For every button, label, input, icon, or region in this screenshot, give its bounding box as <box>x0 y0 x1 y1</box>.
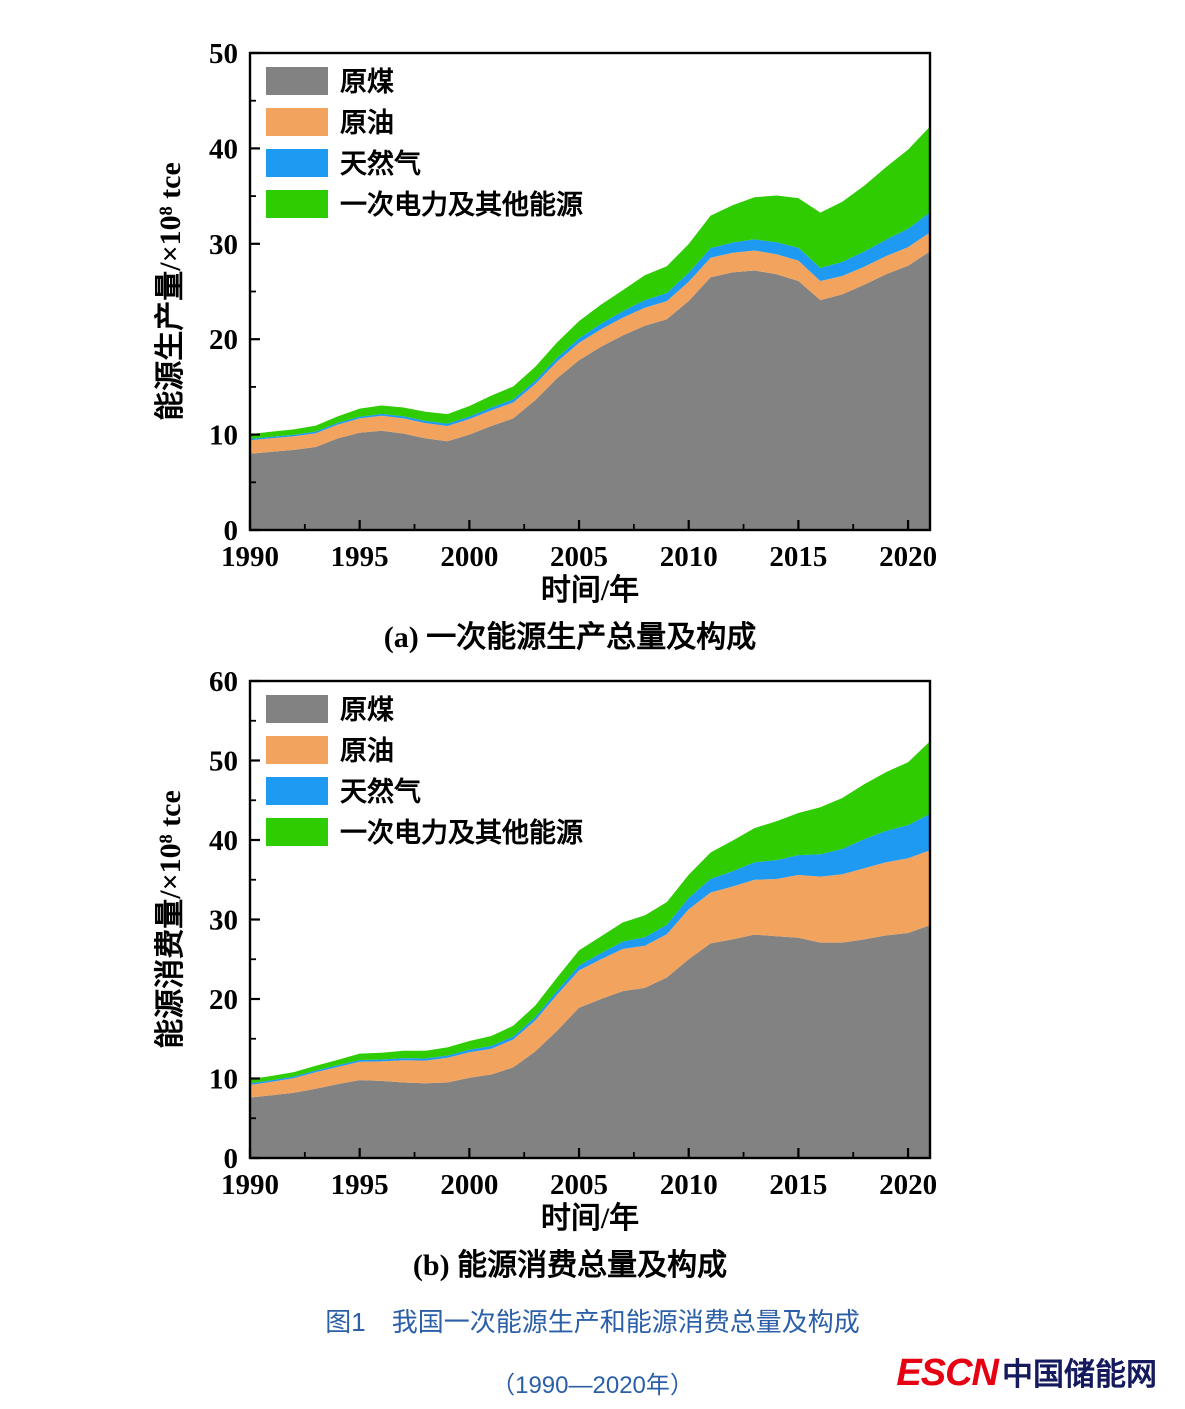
legend-swatch-oil <box>266 108 328 136</box>
y-tick-label: 20 <box>209 324 238 356</box>
chart-a-block: 0 10 20 30 40 50 1990 1995 2000 2005 2010 2015 2020 时… <box>150 38 950 654</box>
y-tick-label: 50 <box>209 38 238 70</box>
legend-label-coal: 原煤 <box>340 695 394 725</box>
legend-swatch-gas <box>266 777 328 805</box>
x-tick-label: 2020 <box>879 1169 937 1201</box>
legend-swatch-coal <box>266 67 328 95</box>
legend-label-gas: 天然气 <box>340 776 421 807</box>
x-tick-label: 2010 <box>660 541 718 573</box>
y-tick-label: 40 <box>209 825 238 857</box>
area-oil <box>250 850 930 1098</box>
escn-logo-wordmark: ESCN <box>896 1352 999 1394</box>
x-axis-title: 时间/年 <box>541 1202 639 1235</box>
x-tick-label: 1990 <box>221 1169 279 1201</box>
legend-label-gas: 天然气 <box>340 148 421 179</box>
chart-b-block: 0 10 20 30 40 50 60 1990 1995 2000 2005 2010 2015 202… <box>150 666 950 1282</box>
x-tick-label: 2015 <box>769 1169 827 1201</box>
y-tick-label: 30 <box>209 905 238 937</box>
x-tick-label: 2020 <box>879 541 937 573</box>
y-tick-label: 60 <box>209 666 238 698</box>
x-tick-label: 2000 <box>440 1169 498 1201</box>
y-tick-label: 20 <box>209 984 238 1016</box>
area-coal <box>250 925 930 1158</box>
x-tick-label: 2005 <box>550 1169 608 1201</box>
legend-swatch-gas <box>266 149 328 177</box>
figure-caption: 图1 我国一次能源生产和能源消费总量及构成 （1990—2020年） <box>0 1302 1185 1400</box>
y-tick-label: 10 <box>209 1064 238 1096</box>
chart-a-subtitle: (a) 一次能源生产总量及构成 <box>383 621 757 654</box>
legend-label-electricity-other: 一次电力及其他能源 <box>340 189 583 220</box>
y-tick-label: 40 <box>209 133 238 165</box>
x-axis-title: 时间/年 <box>541 574 639 607</box>
y-tick-label: 0 <box>224 1143 239 1175</box>
figure-caption-years: （1990—2020年） <box>491 1372 694 1399</box>
chart-b-subtitle: (b) 能源消费总量及构成 <box>412 1249 728 1282</box>
y-axis-title: 能源消费量/×10⁸ tce <box>154 790 187 1049</box>
legend-swatch-electricity-other <box>266 190 328 218</box>
area-gas <box>250 813 930 1085</box>
y-tick-label: 50 <box>209 746 238 778</box>
x-tick-label: 2005 <box>550 541 608 573</box>
escn-logo-site-name: 中国储能网 <box>1002 1357 1157 1392</box>
y-axis-title: 能源生产量/×10⁸ tce <box>154 162 187 421</box>
escn-logo: ESCN 中国储能网 <box>896 1349 1157 1395</box>
legend-swatch-coal <box>266 695 328 723</box>
figure-column: 0 10 20 30 40 50 1990 1995 2000 2005 2010 2015 2020 时… <box>150 38 950 1282</box>
legend-label-electricity-other: 一次电力及其他能源 <box>340 817 583 848</box>
y-tick-label: 30 <box>209 229 238 261</box>
legend-swatch-oil <box>266 736 328 764</box>
legend-label-coal: 原煤 <box>340 67 394 97</box>
figure-caption-title: 图1 我国一次能源生产和能源消费总量及构成 <box>325 1307 860 1337</box>
x-tick-label: 2010 <box>660 1169 718 1201</box>
x-tick-label: 1995 <box>331 1169 389 1201</box>
area-coal <box>250 251 930 530</box>
legend-label-oil: 原油 <box>340 736 394 766</box>
y-tick-label: 10 <box>209 420 238 452</box>
area-oil <box>250 232 930 454</box>
x-tick-label: 2000 <box>440 541 498 573</box>
x-tick-label: 2015 <box>769 541 827 573</box>
legend-label-oil: 原油 <box>340 108 394 138</box>
x-tick-label: 1995 <box>331 541 389 573</box>
y-tick-label: 0 <box>224 515 239 547</box>
area-electricity-other <box>250 741 930 1084</box>
x-tick-label: 1990 <box>221 541 279 573</box>
chart-a-production-stacked-area: 0 10 20 30 40 50 1990 1995 2000 2005 2010 2015 2020 时… <box>154 38 937 607</box>
area-electricity-other <box>250 126 930 439</box>
chart-b-consumption-stacked-area: 0 10 20 30 40 50 60 1990 1995 2000 2005 2010 2015 202… <box>154 666 937 1235</box>
legend-swatch-electricity-other <box>266 818 328 846</box>
